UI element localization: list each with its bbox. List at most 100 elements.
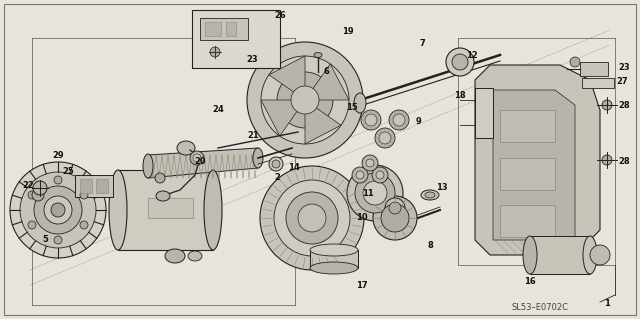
Circle shape (80, 221, 88, 229)
Text: 7: 7 (419, 40, 425, 48)
Text: 22: 22 (22, 182, 34, 190)
Circle shape (379, 132, 391, 144)
Ellipse shape (177, 141, 195, 155)
Ellipse shape (165, 249, 185, 263)
Text: 1: 1 (604, 300, 610, 308)
Bar (310, 250, 358, 268)
Ellipse shape (188, 251, 202, 261)
Circle shape (10, 162, 106, 258)
Circle shape (356, 171, 364, 179)
Ellipse shape (156, 191, 170, 201)
Circle shape (347, 165, 403, 221)
Circle shape (20, 172, 96, 248)
Bar (530, 236, 590, 274)
Circle shape (365, 114, 377, 126)
Text: 6: 6 (323, 68, 329, 77)
Text: 19: 19 (342, 27, 354, 36)
Circle shape (355, 173, 395, 213)
Text: 13: 13 (436, 183, 448, 192)
Circle shape (54, 176, 62, 184)
Text: 9: 9 (415, 117, 421, 127)
Bar (200, 18, 248, 40)
Bar (75, 178, 97, 192)
Ellipse shape (583, 236, 597, 274)
Bar (192, 10, 280, 68)
Ellipse shape (310, 262, 358, 274)
Circle shape (362, 155, 378, 171)
Text: 23: 23 (246, 56, 258, 64)
Bar (118, 170, 213, 250)
Circle shape (33, 181, 47, 195)
Circle shape (291, 86, 319, 114)
Text: 28: 28 (618, 158, 630, 167)
Circle shape (277, 72, 333, 128)
Bar (500, 205, 555, 237)
Ellipse shape (523, 236, 537, 274)
Text: 24: 24 (212, 106, 224, 115)
Circle shape (32, 189, 44, 201)
Circle shape (28, 191, 36, 199)
Circle shape (34, 186, 82, 234)
Circle shape (385, 198, 405, 218)
Circle shape (193, 154, 201, 162)
Circle shape (570, 57, 580, 67)
Text: 27: 27 (616, 78, 628, 86)
Circle shape (272, 160, 280, 168)
Text: 12: 12 (466, 50, 478, 60)
Text: 11: 11 (362, 189, 374, 197)
Text: 8: 8 (427, 241, 433, 249)
Text: 5: 5 (42, 235, 48, 244)
Ellipse shape (204, 170, 222, 250)
Text: 10: 10 (356, 213, 368, 222)
Text: 18: 18 (454, 92, 466, 100)
Circle shape (260, 166, 364, 270)
Circle shape (274, 180, 350, 256)
Text: 17: 17 (356, 281, 368, 291)
Bar (500, 110, 555, 142)
Circle shape (51, 203, 65, 217)
Ellipse shape (109, 170, 127, 250)
Bar (475, 88, 493, 138)
Polygon shape (261, 100, 297, 136)
Bar (500, 158, 555, 190)
Circle shape (372, 167, 388, 183)
Circle shape (286, 192, 338, 244)
Bar (80, 179, 92, 193)
Circle shape (373, 196, 417, 240)
Circle shape (361, 110, 381, 130)
Ellipse shape (314, 53, 322, 57)
Ellipse shape (425, 192, 435, 198)
Circle shape (363, 181, 387, 205)
Text: 20: 20 (194, 158, 206, 167)
Text: 29: 29 (52, 151, 64, 160)
Polygon shape (148, 148, 258, 178)
Ellipse shape (310, 244, 358, 256)
Circle shape (446, 48, 474, 76)
Circle shape (352, 167, 368, 183)
Circle shape (602, 100, 612, 110)
Circle shape (298, 204, 326, 232)
Bar (226, 22, 236, 36)
Text: 21: 21 (247, 130, 259, 139)
Text: 28: 28 (618, 101, 630, 110)
Ellipse shape (143, 154, 153, 178)
Circle shape (44, 196, 72, 224)
Circle shape (28, 221, 36, 229)
Circle shape (54, 236, 62, 244)
Bar (75, 175, 113, 197)
Circle shape (452, 54, 468, 70)
Circle shape (210, 47, 220, 57)
Bar (582, 78, 614, 88)
Circle shape (80, 191, 88, 199)
Circle shape (590, 245, 610, 265)
Circle shape (389, 202, 401, 214)
Text: 26: 26 (274, 11, 286, 20)
Polygon shape (493, 90, 575, 240)
Polygon shape (475, 65, 600, 255)
Bar (148, 198, 193, 218)
Text: 16: 16 (524, 278, 536, 286)
Polygon shape (313, 64, 349, 100)
Polygon shape (305, 108, 341, 144)
Circle shape (155, 173, 165, 183)
Circle shape (247, 42, 363, 158)
